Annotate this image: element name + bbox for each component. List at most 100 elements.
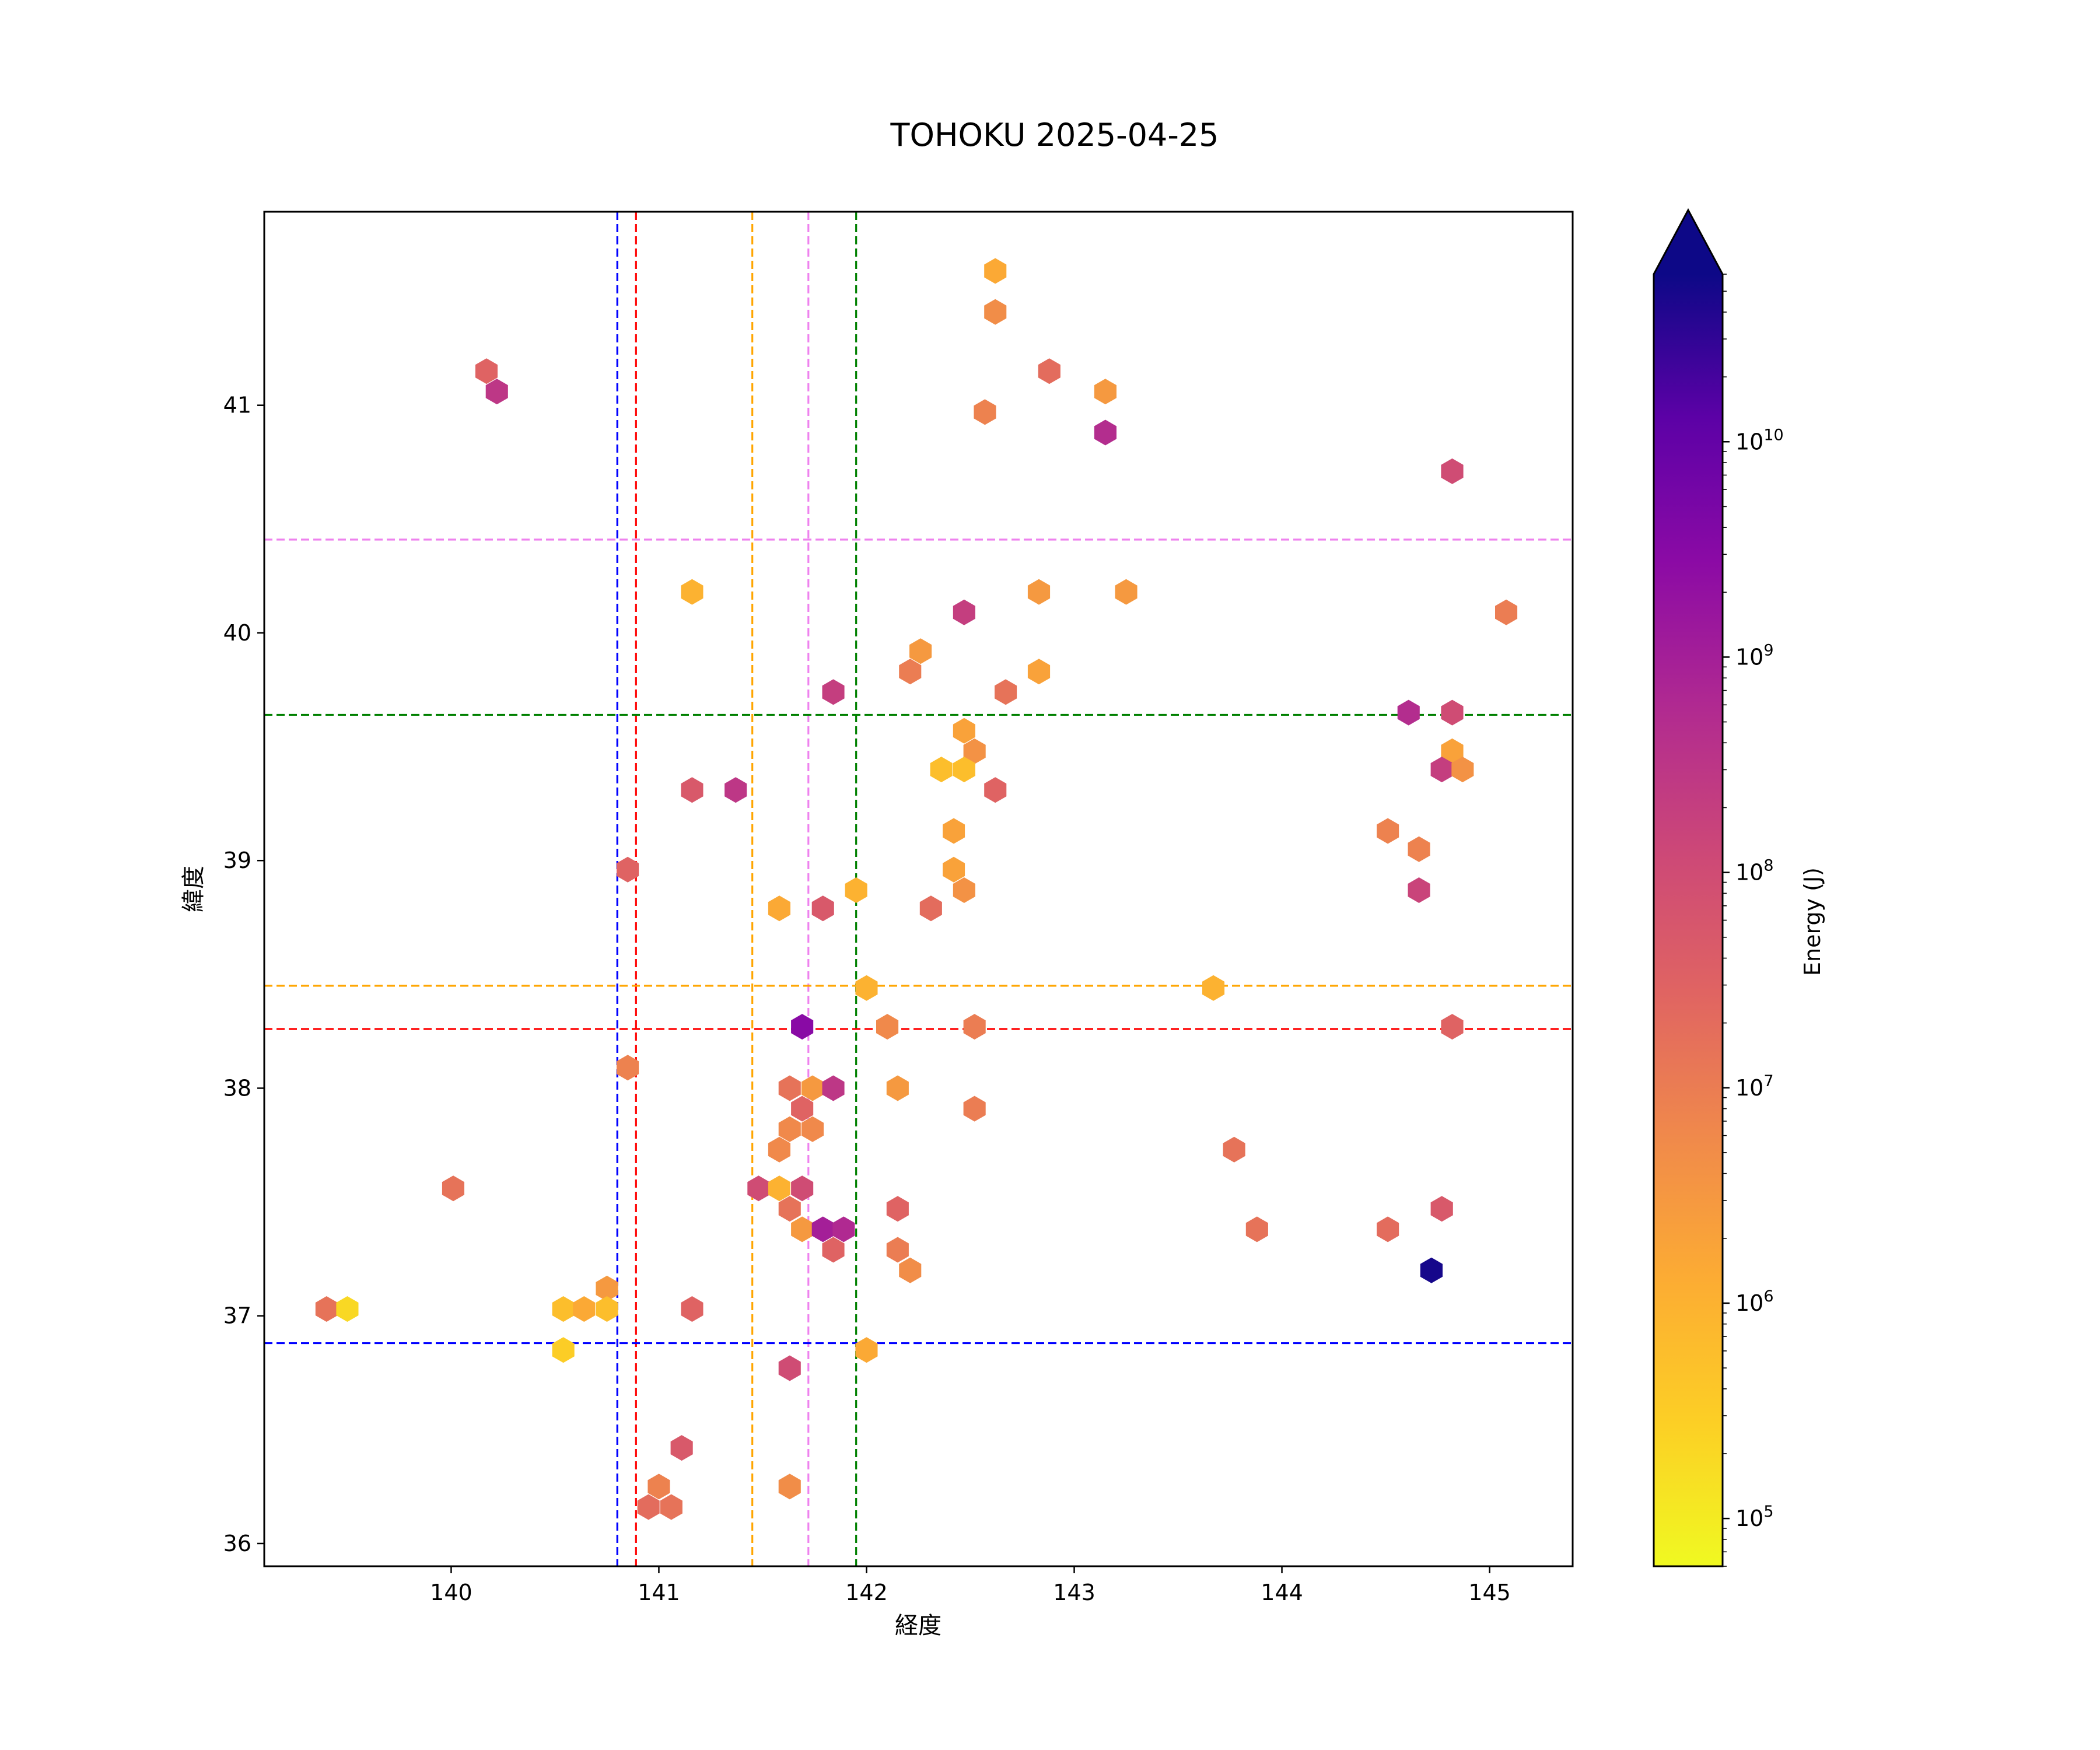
hexbin-cell: [681, 1296, 704, 1322]
hexbin-cell: [953, 877, 975, 903]
colorbar: 105 106 107 108 109 1010 Energy (J): [1653, 208, 1825, 1567]
hexbin-cell: [899, 659, 922, 685]
hexbin-cell: [886, 1237, 909, 1263]
hexbin-cell: [909, 638, 932, 664]
x-tick-label: 141: [638, 1580, 680, 1605]
y-tick-label: 37: [223, 1303, 251, 1329]
x-tick-label: 144: [1261, 1580, 1303, 1605]
colorbar-tick-label: 106: [1735, 1287, 1774, 1316]
hexbin-cell: [995, 679, 1017, 705]
hexbin-cell: [811, 895, 834, 922]
hexbin-cell: [963, 1096, 986, 1122]
hexbin-cell: [1441, 738, 1464, 764]
hexbin-cell: [963, 1014, 986, 1040]
hexbin-cell: [855, 1337, 878, 1363]
hexbin-cell: [1408, 877, 1430, 903]
hexbin-cell: [791, 1014, 814, 1040]
hexbin-cell: [1397, 699, 1420, 726]
x-tick-label: 142: [845, 1580, 888, 1605]
hexbin-cell: [617, 856, 639, 883]
reference-lines: [264, 212, 1573, 1566]
hexbin-cell: [648, 1474, 670, 1500]
hexbin-cell: [832, 1216, 855, 1242]
hexbin-cell: [747, 1175, 770, 1202]
colorbar-ticks: 105 106 107 108 109 1010: [1723, 274, 1784, 1567]
x-tick-label: 145: [1468, 1580, 1511, 1605]
plot-frame: [263, 211, 1574, 1567]
hexbin-cell: [886, 1196, 909, 1222]
colorbar-tick-label: 109: [1735, 641, 1774, 670]
hexbin-cell: [1094, 379, 1116, 405]
hexbin-cell: [670, 1435, 693, 1461]
hexbin-cell: [724, 777, 747, 803]
y-tick-label: 40: [223, 620, 251, 646]
y-tick-label: 36: [223, 1531, 251, 1556]
hexbin-cell: [984, 258, 1007, 284]
hexbin-cell: [1408, 836, 1430, 862]
hexbin-cell: [1115, 579, 1138, 605]
hexbin-cell: [822, 679, 845, 705]
hexbin-cell: [778, 1474, 801, 1500]
hexbin-cell: [315, 1296, 338, 1322]
hexbin-cell: [1441, 1014, 1464, 1040]
hexbin-cell: [791, 1175, 814, 1202]
y-axis-ticks: 36 37 38 39 40 41: [223, 393, 264, 1556]
hexbin-cell: [442, 1175, 464, 1202]
hexbin-cell: [768, 895, 790, 922]
x-tick-label: 143: [1053, 1580, 1096, 1605]
hexbin-cell: [768, 1175, 790, 1202]
hexbin-cell: [930, 757, 953, 783]
hexbin-cell: [475, 358, 498, 384]
hexbin-cell: [485, 379, 508, 405]
hexbin-cell: [1495, 599, 1518, 625]
hexbin-cell: [1441, 458, 1464, 484]
hexbin-cell: [845, 877, 867, 903]
hexbin-cell: [1094, 419, 1116, 446]
hexbin-cell: [943, 856, 965, 883]
x-axis-ticks: 140 141 142 143 144 145: [430, 1566, 1511, 1605]
hexbin-cell: [778, 1355, 801, 1381]
hexbin-cell: [552, 1337, 575, 1363]
hexbin-cell: [899, 1257, 922, 1283]
hexbin-cell: [1223, 1136, 1245, 1163]
hexbin-cell: [681, 777, 704, 803]
hexbin-cell: [1377, 1216, 1399, 1242]
hexbin-cell: [573, 1296, 596, 1322]
plot-area: [264, 212, 1573, 1566]
colorbar-extend-arrow: [1654, 210, 1723, 274]
x-axis-label: 経度: [895, 1612, 942, 1639]
hexbin-cell: [953, 757, 975, 783]
colorbar-tick-label: 108: [1735, 857, 1774, 886]
hexbin-cell: [1377, 818, 1399, 844]
hexbin-cell: [943, 818, 965, 844]
hexbin-cell: [681, 579, 704, 605]
colorbar-label: Energy (J): [1800, 867, 1825, 976]
hexbin-cell: [552, 1296, 575, 1322]
hexbin-cell: [617, 1055, 639, 1081]
hexbin-cell: [336, 1296, 359, 1322]
hexbin-cell: [974, 399, 996, 425]
colorbar-tick-label: 105: [1735, 1503, 1774, 1531]
chart-title: TOHOKU 2025-04-25: [890, 117, 1219, 153]
y-tick-label: 38: [223, 1075, 251, 1101]
hexbin-cell: [791, 1216, 814, 1242]
hexbin-cell: [596, 1296, 618, 1322]
colorbar-tick-label: 107: [1735, 1072, 1774, 1101]
hexbin-cell: [811, 1216, 834, 1242]
colorbar-tick-label: 1010: [1735, 426, 1784, 454]
hexbin-cell: [778, 1196, 801, 1222]
hexbin-cell: [791, 1096, 814, 1122]
y-tick-label: 39: [223, 848, 251, 873]
hexbin-cell: [1038, 358, 1060, 384]
y-axis-label: 緯度: [180, 866, 207, 912]
hexbin-cell: [855, 975, 878, 1001]
hexbin-cell: [1430, 1196, 1453, 1222]
hexbin-cell: [1202, 975, 1225, 1001]
y-tick-label: 41: [223, 393, 251, 418]
hexbin-cell: [822, 1237, 845, 1263]
hexbin-cell: [596, 1275, 618, 1301]
hexbin-cell: [984, 777, 1007, 803]
x-tick-label: 140: [430, 1580, 473, 1605]
hexbin-cell: [768, 1136, 790, 1163]
